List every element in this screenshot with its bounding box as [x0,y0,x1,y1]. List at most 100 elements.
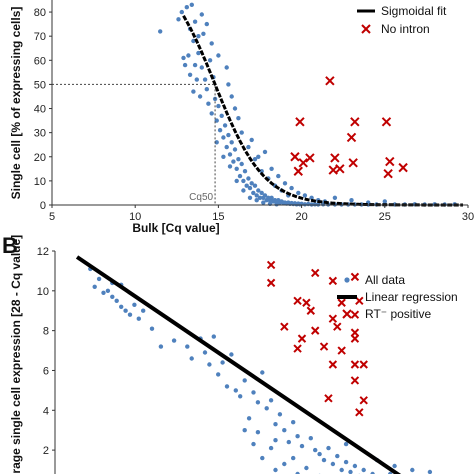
panel-b-crosses [266,260,368,417]
data-point [261,200,266,205]
data-point [224,144,229,150]
data-point [181,55,186,61]
data-point [216,103,221,109]
legend-rt-positive-label: RT⁻ positive [365,307,431,321]
legend-no-intron-cross [361,24,371,34]
data-point [196,50,201,56]
data-point [224,65,229,70]
data-point [241,178,246,184]
panel-b-letter: B [2,233,18,258]
data-point [207,58,213,63]
y-tick-label: 10 [34,176,46,188]
data-point [382,199,387,204]
data-point [239,161,244,167]
data-point [262,193,268,198]
data-point [289,185,294,191]
data-point [123,308,128,313]
data-point [262,149,268,155]
rt-positive-marker [266,260,276,270]
data-point [256,154,261,159]
data-point [259,169,264,174]
data-point [313,447,318,453]
data-point [273,467,278,473]
data-point [295,434,300,439]
data-point [246,144,251,150]
data-point [136,316,141,321]
data-point [119,304,124,309]
no-intron-marker [295,117,305,127]
data-point [260,370,265,375]
rt-positive-marker [280,322,289,331]
no-intron-marker [381,117,392,127]
rt-positive-marker [328,314,338,323]
panel-a-crosses [290,76,408,179]
data-point [233,388,238,393]
legend-sigmoidal-fit-label: Sigmoidal fit [381,4,447,18]
data-point [273,438,278,443]
data-point [291,420,296,425]
data-point [268,445,274,451]
x-tick-label: 30 [462,211,474,223]
data-point [229,352,234,357]
rt-positive-marker [350,376,360,385]
data-point [127,312,133,317]
rt-positive-marker [306,306,316,315]
data-point [189,356,194,361]
data-point [246,416,252,421]
data-point [299,443,305,449]
data-point [295,471,300,474]
data-point [196,34,201,39]
legend-no-intron-label: No intron [381,22,430,36]
data-point [191,89,196,94]
rt-positive-marker [311,268,320,278]
data-point [269,166,274,171]
y-tick-label: 4 [43,405,49,417]
panel-a-legend: Sigmoidal fit No intron [357,4,447,36]
data-point [249,181,254,186]
data-point [206,101,211,106]
y-tick-label: 0 [40,200,46,212]
data-point [274,202,279,207]
rt-positive-marker [359,360,368,369]
data-point [244,183,249,188]
data-point [202,350,208,355]
data-point [286,439,291,445]
data-point [96,276,102,282]
data-point [222,123,228,128]
data-point [296,190,301,196]
y-tick-label: 10 [37,286,49,298]
data-point [236,116,241,121]
panel-b-legend: All data Linear regression RT⁻ positive [337,273,458,321]
data-point [194,77,199,82]
data-point [114,298,119,303]
data-point [229,140,234,145]
x-tick-label: 20 [295,211,307,223]
data-point [273,422,278,427]
no-intron-marker [290,152,300,162]
data-point [251,390,256,395]
data-point [291,455,296,461]
legend-all-data-label: All data [365,273,405,287]
y-tick-label: 8 [43,326,49,338]
legend-rt-positive-cross [342,309,352,319]
data-point [349,198,354,203]
data-point [388,471,393,474]
data-point [330,461,336,467]
panel-b: B 2 4 6 8 10 12 Average single cell expressio… [2,233,458,474]
data-point [232,147,238,152]
data-point [321,457,327,463]
data-point [217,128,223,133]
data-point [308,436,313,441]
data-point [254,193,259,198]
data-point [158,344,164,349]
data-point [252,183,258,188]
data-point [282,181,288,186]
data-point [238,394,243,399]
y-tick-label: 30 [34,128,46,140]
data-point [189,2,194,7]
panel-a-y-axis-title: Single cell [% of expressing cells] [9,7,23,200]
y-tick-label: 2 [43,445,49,457]
legend-linear-regression-label: Linear regression [365,290,458,304]
panel-a-x-ticks: 5 10 15 20 25 30 [49,205,474,223]
rt-positive-marker [337,298,346,307]
